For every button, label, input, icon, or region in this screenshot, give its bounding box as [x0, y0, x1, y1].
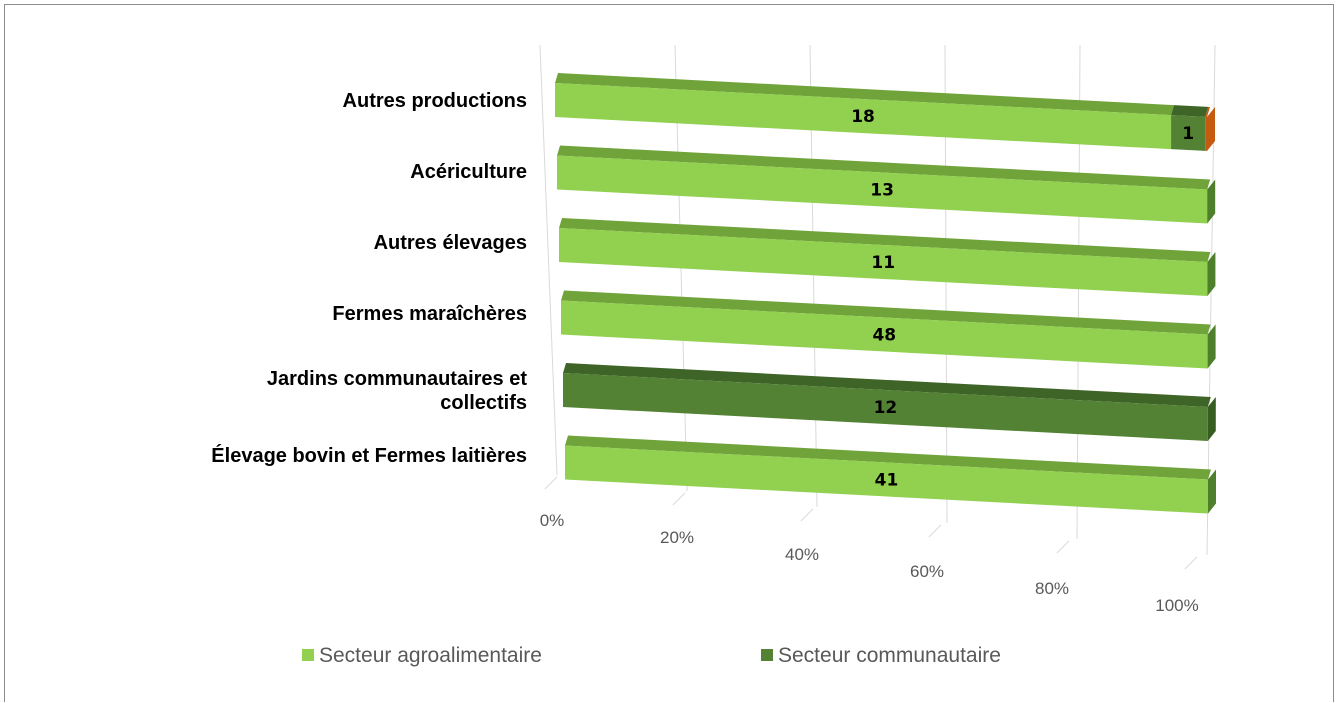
data-label: 1	[1182, 124, 1194, 144]
bar-top-face	[1171, 105, 1209, 117]
stacked-bar-chart: 18 1 13 11 48 12 41 Autres productions Acéricul…	[211, 44, 1216, 667]
gridline-floor	[672, 492, 686, 506]
legend-swatch	[302, 649, 314, 661]
category-label: collectifs	[440, 392, 527, 414]
bar-top-face	[559, 218, 1211, 262]
category-label: Acériculture	[410, 161, 527, 183]
data-label: 12	[874, 398, 898, 418]
gridline-floor	[800, 508, 814, 522]
data-label: 41	[875, 471, 899, 491]
bar-top-face	[555, 73, 1175, 116]
data-label: 48	[872, 326, 896, 346]
legend-label: Secteur communautaire	[778, 644, 1001, 667]
bar-side-face	[1207, 252, 1216, 296]
gridline-floor	[1184, 556, 1198, 570]
data-label: 18	[851, 107, 875, 127]
bars: 18 1 13 11 48 12 41	[555, 73, 1216, 514]
bar-side-face	[1207, 107, 1215, 151]
bar-front-face	[565, 445, 1208, 514]
x-tick-label: 80%	[1035, 579, 1069, 598]
legend-swatch	[761, 649, 773, 661]
gridline-floor	[1056, 540, 1070, 554]
bar-segment-agroalimentaire: 18	[555, 73, 1175, 150]
x-tick-label: 40%	[785, 545, 819, 564]
bar-top-face	[1205, 106, 1210, 117]
x-tick-label: 20%	[660, 528, 694, 547]
bar-segment-agroalimentaire: 48	[561, 290, 1216, 369]
bar-side-face	[1207, 179, 1216, 224]
x-tick-label: 60%	[910, 562, 944, 581]
x-tick-label: 100%	[1155, 596, 1198, 615]
x-axis-tick-labels: 0% 20% 40% 60% 80% 100%	[540, 511, 1199, 615]
bar-side-face	[1208, 469, 1216, 514]
bar-segment-communautaire: 1	[1171, 105, 1209, 151]
legend-label: Secteur agroalimentaire	[319, 644, 542, 667]
bar-top-face	[565, 435, 1211, 480]
bar-front-face	[563, 373, 1208, 441]
bar-segment-agroalimentaire: 41	[565, 435, 1216, 514]
category-label: Fermes maraîchères	[332, 303, 527, 325]
category-label: Autres productions	[343, 90, 527, 112]
bar-front-face	[557, 155, 1208, 224]
bar-top-face	[561, 290, 1211, 335]
bar-front-face	[555, 83, 1172, 150]
data-label: 13	[870, 181, 894, 201]
bar-segment-communautaire: 12	[563, 363, 1216, 441]
legend-item: Secteur agroalimentaire	[302, 644, 542, 667]
gridline-floor	[928, 524, 942, 538]
category-label: Jardins communautaires et	[267, 368, 527, 390]
bar-segment-agroalimentaire: 13	[557, 145, 1216, 224]
category-label: Élevage bovin et Fermes laitières	[211, 444, 527, 467]
bar-top-face	[557, 145, 1211, 190]
bar-segment-other	[1205, 106, 1215, 151]
bar-front-face	[561, 300, 1208, 369]
x-tick-label: 0%	[540, 511, 565, 530]
bar-front-face	[1205, 116, 1207, 151]
category-labels: Autres productions Acériculture Autres éle…	[211, 90, 527, 467]
bar-front-face	[559, 228, 1208, 296]
bar-side-face	[1207, 324, 1216, 369]
legend: Secteur agroalimentaire Secteur communaut…	[302, 644, 1001, 667]
data-label: 11	[871, 253, 895, 273]
bar-front-face	[1171, 115, 1206, 151]
legend-item: Secteur communautaire	[761, 644, 1001, 667]
bar-side-face	[1207, 397, 1216, 441]
chart-area: 18 1 13 11 48 12 41 Autres productions Acéricul…	[4, 4, 1334, 702]
bar-top-face	[563, 363, 1211, 407]
bar-segment-agroalimentaire: 11	[559, 218, 1216, 296]
gridline-floor	[544, 476, 558, 490]
gridline	[539, 44, 558, 476]
category-label: Autres élevages	[374, 232, 527, 254]
